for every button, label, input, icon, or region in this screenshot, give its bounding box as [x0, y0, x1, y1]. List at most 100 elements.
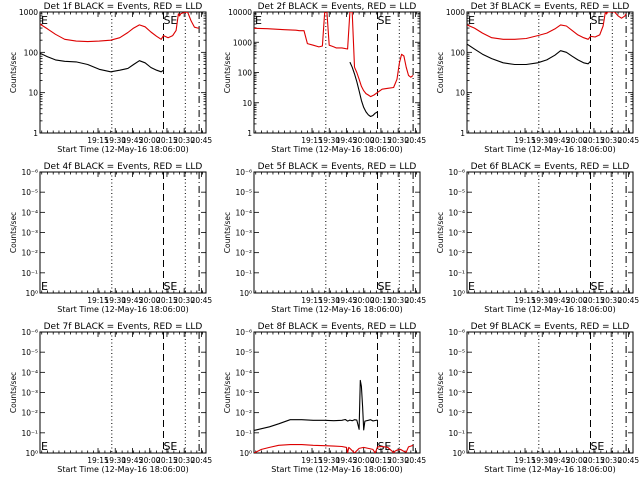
segment-annotation: E: [41, 440, 48, 453]
x-tick-label: 19:45: [549, 136, 571, 145]
chart-title: Det 3f BLACK = Events, RED = LLD: [471, 2, 630, 12]
y-axis-label: Counts/sec: [9, 212, 18, 253]
x-tick-label: 19:15: [514, 456, 536, 465]
segment-annotation: S: [163, 14, 170, 27]
y-tick-label: 10⁰: [25, 289, 38, 298]
y-tick-label: 10⁻¹: [448, 429, 465, 438]
plot-frame: [39, 171, 207, 294]
x-tick-label: 20:00: [566, 456, 588, 465]
y-tick-label: 10⁻⁶: [21, 328, 38, 337]
x-tick-label: 19:15: [301, 456, 323, 465]
lld-series: [254, 444, 414, 453]
y-tick-label: 10: [28, 89, 38, 98]
x-tick-label: 20:15: [370, 136, 392, 145]
panel-3: Det 3f BLACK = Events, RED = LLD Start Ti…: [436, 2, 639, 154]
x-tick-label: 20:45: [191, 296, 213, 305]
y-tick-label: 10⁻²: [448, 409, 465, 418]
x-tick-label: 19:15: [301, 136, 323, 145]
y-axis-label: Counts/sec: [9, 52, 18, 93]
y-tick-label: 10⁻⁶: [235, 168, 252, 177]
x-tick-label: 20:30: [387, 136, 409, 145]
x-tick-label: 19:15: [301, 296, 323, 305]
x-tick-label: 20:45: [405, 456, 427, 465]
segment-annotation: E: [597, 280, 604, 293]
segment-annotation: S: [590, 440, 597, 453]
y-tick-label: 10⁻²: [448, 249, 465, 258]
chart-title: Det 8f BLACK = Events, RED = LLD: [258, 322, 417, 332]
x-tick-label: 20:30: [173, 296, 195, 305]
y-tick-label: 10⁻⁴: [235, 208, 252, 217]
y-tick-label: 1: [33, 129, 38, 138]
plot-frame: [39, 331, 207, 454]
y-tick-label: 100: [238, 69, 253, 78]
x-tick-label: 20:00: [566, 136, 588, 145]
chart-title: Det 7f BLACK = Events, RED = LLD: [44, 322, 203, 332]
x-axis-label: Start Time (12-May-16 18:06:00): [271, 145, 402, 154]
x-tick-label: 19:15: [87, 456, 109, 465]
chart-title: Det 1f BLACK = Events, RED = LLD: [44, 2, 203, 12]
y-axis-label: Counts/sec: [436, 372, 445, 413]
x-tick-label: 19:30: [104, 456, 126, 465]
x-axis-label: Start Time (12-May-16 18:06:00): [271, 305, 402, 314]
x-tick-label: 19:45: [549, 456, 571, 465]
segment-annotation: S: [377, 280, 384, 293]
x-tick-label: 19:30: [318, 296, 340, 305]
segment-annotation: E: [384, 14, 391, 27]
segment-annotation: S: [590, 14, 597, 27]
y-tick-label: 10⁻⁶: [448, 168, 465, 177]
y-tick-label: 10⁻³: [235, 229, 252, 238]
x-tick-label: 20:15: [156, 296, 178, 305]
x-tick-label: 19:45: [122, 456, 144, 465]
events-series: [40, 52, 164, 73]
segment-annotation: E: [170, 440, 177, 453]
segment-annotation: E: [170, 280, 177, 293]
segment-annotation: E: [468, 14, 475, 27]
x-tick-label: 20:00: [353, 296, 375, 305]
lld-series: [254, 12, 414, 98]
panel-9: Det 9f BLACK = Events, RED = LLD Start Ti…: [436, 322, 639, 474]
chart-title: Det 2f BLACK = Events, RED = LLD: [258, 2, 417, 12]
x-tick-label: 20:00: [353, 456, 375, 465]
y-tick-label: 10⁻²: [235, 249, 252, 258]
y-tick-label: 10⁻⁴: [448, 368, 465, 377]
y-tick-label: 10⁻⁶: [21, 168, 38, 177]
y-tick-label: 10⁻³: [21, 389, 38, 398]
panel-5: Det 5f BLACK = Events, RED = LLD Start Ti…: [223, 162, 426, 314]
x-tick-label: 19:45: [122, 136, 144, 145]
plot-frame: [466, 11, 634, 134]
y-tick-label: 10: [242, 99, 252, 108]
plot-frame: [253, 171, 421, 294]
y-tick-label: 10⁻²: [235, 409, 252, 418]
panel-4: Det 4f BLACK = Events, RED = LLD Start Ti…: [9, 162, 212, 314]
y-axis-label: Counts/sec: [223, 52, 232, 93]
y-tick-label: 10⁻⁵: [21, 348, 38, 357]
segment-annotation: E: [255, 14, 262, 27]
x-tick-label: 19:30: [531, 456, 553, 465]
x-tick-label: 20:15: [370, 296, 392, 305]
segment-annotation: E: [41, 280, 48, 293]
panel-7: Det 7f BLACK = Events, RED = LLD Start Ti…: [9, 322, 212, 474]
y-tick-label: 10⁻¹: [21, 269, 38, 278]
y-tick-label: 10⁰: [452, 449, 465, 458]
x-tick-label: 20:45: [191, 456, 213, 465]
segment-annotation: E: [468, 440, 475, 453]
y-tick-label: 10⁻¹: [235, 429, 252, 438]
chart-title: Det 5f BLACK = Events, RED = LLD: [258, 162, 417, 172]
segment-annotation: E: [468, 280, 475, 293]
y-tick-label: 10⁻³: [448, 229, 465, 238]
plot-frame: [466, 331, 634, 454]
y-tick-label: 10⁻³: [448, 389, 465, 398]
events-series: [467, 43, 591, 66]
x-axis-label: Start Time (12-May-16 18:06:00): [271, 465, 402, 474]
x-tick-label: 19:30: [531, 136, 553, 145]
segment-annotation: S: [163, 440, 170, 453]
chart-title: Det 6f BLACK = Events, RED = LLD: [471, 162, 630, 172]
x-tick-label: 20:30: [387, 456, 409, 465]
y-tick-label: 10⁰: [239, 289, 252, 298]
x-tick-label: 19:45: [336, 296, 358, 305]
y-axis-label: Counts/sec: [436, 52, 445, 93]
x-tick-label: 20:45: [618, 296, 640, 305]
segment-annotation: E: [597, 14, 604, 27]
plot-frame: [253, 331, 421, 454]
